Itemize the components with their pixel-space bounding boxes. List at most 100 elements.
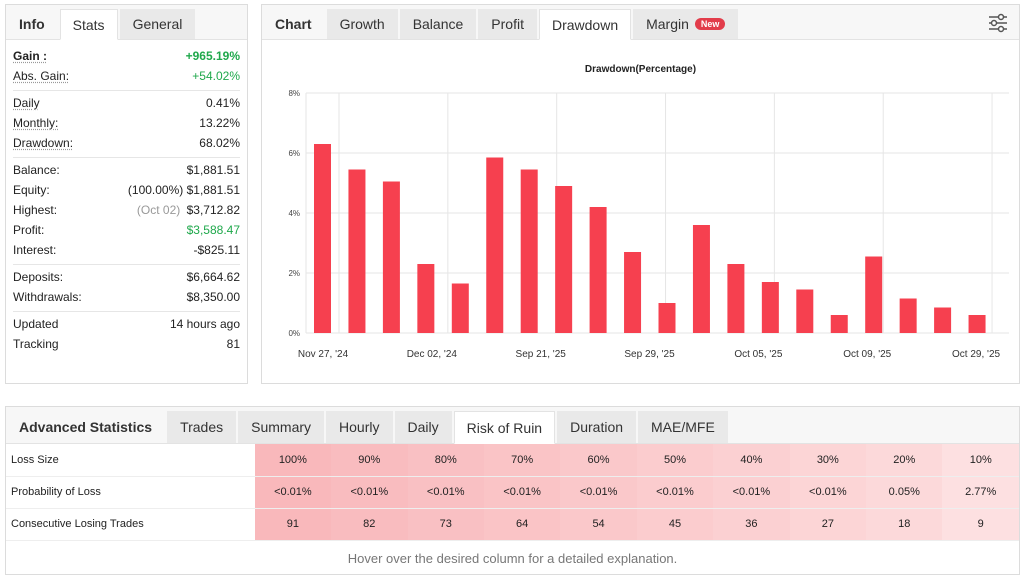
drawdown-bar[interactable]: [899, 298, 917, 334]
table-row: Loss Size 100% 90% 80% 70% 60% 50% 40% 30% 20% 10%: [6, 444, 1019, 477]
stat-label: Highest:: [13, 203, 58, 217]
table-row: Consecutive Losing Trades 91 82 73 64 54 45 36 2…: [6, 508, 1019, 541]
table-cell[interactable]: <0.01%: [636, 476, 714, 509]
table-cell[interactable]: <0.01%: [560, 476, 637, 509]
tab-trades[interactable]: Trades: [167, 411, 237, 443]
drawdown-bar[interactable]: [658, 303, 676, 333]
advanced-tabbar: Advanced Statistics Trades Summary Hourly Da…: [6, 407, 1019, 444]
tab-hourly[interactable]: Hourly: [326, 411, 393, 443]
stats-body: Gain : +965.19% Abs. Gain: +54.02% Daily 0.41…: [6, 40, 247, 358]
new-badge: New: [694, 18, 726, 30]
drawdown-bar[interactable]: [727, 264, 745, 333]
stat-label: Abs. Gain:: [13, 69, 70, 83]
drawdown-bar[interactable]: [624, 252, 642, 333]
tab-summary[interactable]: Summary: [238, 411, 325, 443]
table-cell[interactable]: 80%: [407, 444, 484, 477]
table-cell[interactable]: 82: [331, 508, 408, 541]
advanced-statistics-title: Advanced Statistics: [19, 419, 153, 435]
drawdown-bar[interactable]: [520, 169, 538, 334]
sliders-icon[interactable]: [987, 13, 1009, 33]
table-cell[interactable]: 91: [254, 508, 332, 541]
chart-title: Drawdown(Percentage): [584, 64, 697, 75]
table-cell[interactable]: 9: [942, 508, 1019, 541]
x-tick-label: Sep 21, '25: [516, 349, 567, 360]
drawdown-bar[interactable]: [761, 282, 779, 333]
table-cell[interactable]: 27: [789, 508, 867, 541]
table-cell[interactable]: 100%: [254, 444, 332, 477]
tab-growth[interactable]: Growth: [326, 9, 398, 39]
table-cell[interactable]: 90%: [331, 444, 408, 477]
table-cell[interactable]: 40%: [713, 444, 790, 477]
tab-risk-of-ruin[interactable]: Risk of Ruin: [453, 411, 556, 444]
stat-row-equity: Equity: (100.00%) $1,881.51: [13, 180, 240, 200]
stat-value: 68.02%: [199, 136, 240, 150]
row-label: Probability of Loss: [6, 476, 255, 509]
drawdown-bar[interactable]: [589, 207, 607, 333]
stat-label: Drawdown:: [13, 136, 74, 150]
tab-daily[interactable]: Daily: [394, 411, 452, 443]
table-cell[interactable]: 60%: [560, 444, 637, 477]
tab-stats[interactable]: Stats: [59, 9, 118, 40]
stat-value: +54.02%: [192, 69, 240, 83]
tab-duration[interactable]: Duration: [557, 411, 637, 443]
drawdown-bar[interactable]: [382, 181, 400, 334]
drawdown-bar[interactable]: [348, 169, 366, 334]
y-tick-label: 6%: [288, 149, 300, 158]
table-cell[interactable]: 18: [866, 508, 943, 541]
tab-info[interactable]: Info: [19, 16, 45, 32]
stat-row-interest: Interest: -$825.11: [13, 240, 240, 260]
table-cell[interactable]: 20%: [866, 444, 943, 477]
drawdown-bar[interactable]: [865, 256, 883, 334]
tab-drawdown[interactable]: Drawdown: [538, 9, 632, 40]
table-cell[interactable]: 30%: [789, 444, 867, 477]
stat-value: -$825.11: [193, 243, 240, 257]
x-tick-label: Dec 02, '24: [407, 349, 458, 360]
table-cell[interactable]: 0.05%: [866, 476, 943, 509]
advanced-statistics-panel: Advanced Statistics Trades Summary Hourly Da…: [5, 406, 1020, 575]
tab-general[interactable]: General: [119, 9, 196, 39]
drawdown-bar[interactable]: [934, 307, 952, 334]
table-cell[interactable]: 64: [483, 508, 561, 541]
stat-label: Interest:: [13, 243, 57, 257]
table-cell[interactable]: <0.01%: [407, 476, 484, 509]
drawdown-bar[interactable]: [486, 157, 504, 334]
stat-row-gain: Gain : +965.19%: [13, 46, 240, 66]
tab-balance[interactable]: Balance: [399, 9, 477, 39]
table-cell[interactable]: 10%: [942, 444, 1019, 477]
tab-chart[interactable]: Chart: [275, 16, 312, 32]
stat-value: $8,350.00: [186, 290, 240, 304]
table-cell[interactable]: 36: [713, 508, 790, 541]
drawdown-bar[interactable]: [314, 144, 331, 333]
table-cell[interactable]: 70%: [483, 444, 561, 477]
table-cell[interactable]: 45: [636, 508, 714, 541]
table-cell[interactable]: <0.01%: [713, 476, 790, 509]
table-cell[interactable]: <0.01%: [254, 476, 332, 509]
row-label: Loss Size: [6, 444, 255, 477]
stat-row-drawdown: Drawdown: 68.02%: [13, 133, 240, 153]
drawdown-bar[interactable]: [692, 225, 710, 333]
table-cell[interactable]: 50%: [636, 444, 714, 477]
x-tick-label: Oct 09, '25: [843, 349, 891, 360]
drawdown-bar[interactable]: [830, 315, 848, 333]
tab-profit[interactable]: Profit: [478, 9, 537, 39]
drawdown-bar[interactable]: [555, 186, 573, 333]
table-cell[interactable]: <0.01%: [483, 476, 561, 509]
stat-value: $6,664.62: [186, 270, 240, 284]
stat-prefix: (100.00%): [127, 183, 187, 197]
stat-label: Balance:: [13, 163, 60, 177]
stats-group: Updated 14 hours ago Tracking 81: [13, 312, 240, 358]
x-tick-label: Nov 27, '24: [298, 349, 349, 360]
table-cell[interactable]: 54: [560, 508, 637, 541]
tab-mae-mfe[interactable]: MAE/MFE: [638, 411, 728, 443]
drawdown-bar[interactable]: [451, 283, 469, 334]
tab-margin[interactable]: Margin New: [633, 9, 739, 39]
stat-label: Profit:: [13, 223, 45, 237]
drawdown-bar[interactable]: [796, 289, 814, 334]
drawdown-bar[interactable]: [968, 315, 986, 333]
table-cell[interactable]: <0.01%: [331, 476, 408, 509]
drawdown-bar[interactable]: [417, 264, 435, 333]
table-cell[interactable]: 2.77%: [942, 476, 1019, 509]
table-cell[interactable]: 73: [407, 508, 484, 541]
table-cell[interactable]: <0.01%: [789, 476, 867, 509]
drawdown-chart[interactable]: 0% 2% 4% 6% 8% Nov 27, '24 Dec 02, '24 Sep 21, …: [262, 5, 1019, 383]
